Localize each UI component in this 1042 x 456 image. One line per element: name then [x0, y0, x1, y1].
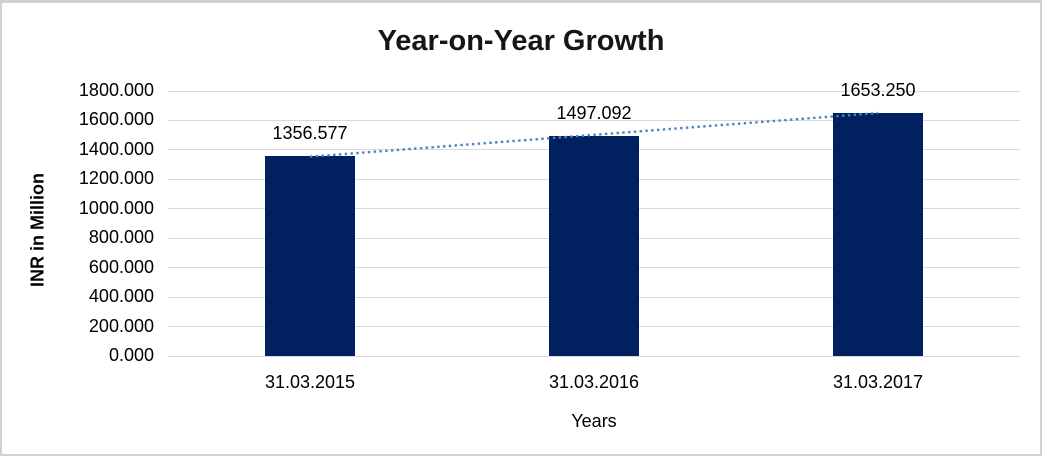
y-tick-label: 1400.000	[78, 138, 154, 159]
x-axis-title: Years	[571, 411, 617, 431]
plot-area: 1356.577 1497.092 1653.250	[168, 80, 1020, 357]
x-tick-label: 31.03.2017	[832, 372, 924, 392]
y-tick-label: 1800.000	[78, 80, 154, 100]
x-tick-label: 31.03.2015	[264, 372, 356, 392]
y-tick-label: 1200.000	[78, 168, 154, 189]
bar-31.03.2017	[833, 112, 923, 356]
y-tick-label: 400.000	[88, 286, 154, 307]
gridline	[168, 355, 1020, 357]
bar-31.03.2016	[549, 135, 639, 356]
gridline	[168, 90, 1020, 92]
y-tick-label: 600.000	[88, 256, 154, 277]
bar-value-label: 1356.577	[272, 123, 348, 144]
y-tick-label: 200.000	[88, 315, 154, 336]
bar-value-label: 1497.092	[556, 102, 632, 123]
y-tick-label: 1000.000	[78, 197, 154, 218]
x-tick-label: 31.03.2016	[548, 372, 640, 392]
y-tick-label: 0.000	[108, 345, 154, 365]
chart-title: Year-on-Year Growth	[377, 25, 665, 57]
trendline	[309, 111, 879, 158]
bar-31.03.2015	[265, 156, 355, 356]
y-tick-label: 800.000	[88, 227, 154, 248]
gridline	[168, 119, 1020, 121]
bar-value-label: 1653.250	[840, 79, 916, 100]
y-tick-label: 1600.000	[78, 109, 154, 130]
